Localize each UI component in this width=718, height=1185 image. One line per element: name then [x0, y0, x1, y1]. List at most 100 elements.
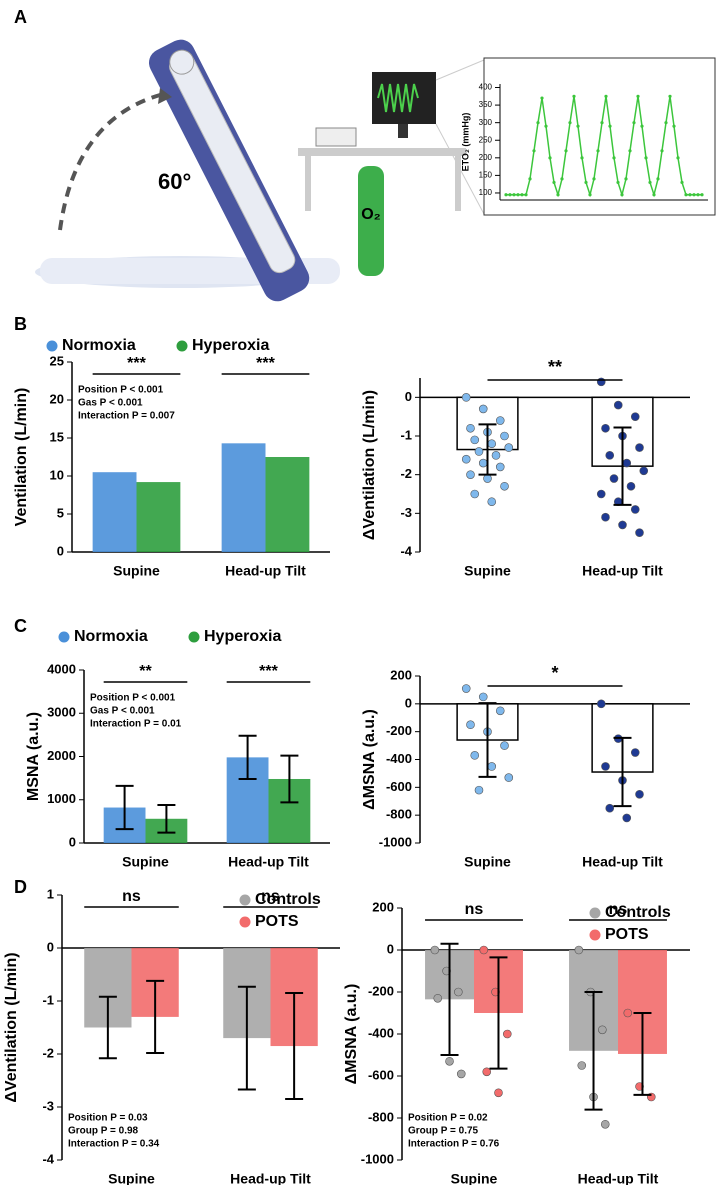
- stats-text: Interaction P = 0.76: [408, 1139, 500, 1150]
- eto2-point: [636, 94, 640, 98]
- x-tick-label: Head-up Tilt: [228, 854, 309, 870]
- y-axis-label: ΔMSNA (a.u.): [343, 984, 360, 1085]
- eto2-point: [504, 193, 508, 197]
- data-point: [630, 412, 640, 421]
- legend-label: Controls: [255, 891, 321, 908]
- legend-label: Normoxia: [74, 628, 148, 645]
- y-tick-label: 10: [50, 467, 64, 482]
- data-point: [491, 451, 501, 460]
- eto2-point: [612, 156, 616, 160]
- y-tick-label: -600: [368, 1067, 394, 1082]
- x-tick-label: Supine: [464, 563, 511, 579]
- data-point: [487, 497, 497, 507]
- y-axis-label: ΔMSNA (a.u.): [361, 709, 378, 810]
- x-tick-label: Supine: [108, 1171, 155, 1185]
- data-point: [461, 454, 471, 464]
- eto2-point: [608, 124, 612, 128]
- y-tick-label: 1: [47, 886, 54, 901]
- eto2-point: [528, 177, 532, 181]
- eto2-point: [648, 180, 652, 185]
- legend-label: POTS: [255, 913, 299, 930]
- data-point: [601, 762, 610, 771]
- y-tick-label: 25: [50, 353, 64, 368]
- significance-label: **: [548, 357, 562, 377]
- angle-label: 60°: [158, 169, 191, 194]
- tilt-table: [148, 39, 310, 302]
- eto2-point: [600, 121, 604, 125]
- y-tick-label: 300: [479, 118, 493, 127]
- y-tick-label: 0: [47, 939, 54, 954]
- significance-label: ns: [609, 901, 628, 918]
- eto2-point: [520, 193, 524, 197]
- eto2-line: [506, 96, 702, 198]
- stats-text: Group P = 0.98: [68, 1126, 139, 1137]
- legend-label: Hyperoxia: [192, 337, 269, 354]
- y-tick-label: -2: [42, 1045, 54, 1060]
- data-point: [470, 751, 480, 760]
- data-point: [635, 443, 644, 452]
- arrow-head: [158, 88, 172, 104]
- x-tick-label: Head-up Tilt: [582, 563, 663, 579]
- bar: [136, 482, 181, 552]
- y-tick-label: -1: [42, 992, 54, 1007]
- y-tick-label: -1: [400, 427, 412, 442]
- eto2-point: [584, 180, 588, 185]
- bar: [92, 472, 137, 552]
- y-tick-label: 0: [69, 834, 76, 849]
- y-tick-label: -200: [386, 723, 412, 738]
- data-point: [466, 470, 475, 479]
- significance-label: **: [139, 663, 152, 680]
- data-point: [598, 1025, 607, 1035]
- stats-text: Interaction P = 0.007: [78, 411, 175, 422]
- bar: [265, 457, 310, 552]
- eto2-point: [596, 149, 600, 153]
- stats-text: Interaction P = 0.01: [90, 719, 182, 730]
- y-tick-label: 150: [479, 171, 493, 180]
- eto2-point: [688, 193, 692, 197]
- y-axis-label: Ventilation (L/min): [13, 388, 30, 527]
- stats-text: Gas P < 0.001: [78, 398, 143, 409]
- data-point: [500, 481, 509, 491]
- data-point: [479, 945, 489, 955]
- y-axis-label: ETO₂ (mmHg): [460, 113, 470, 172]
- x-tick-label: Supine: [451, 1171, 498, 1185]
- eto2-point: [620, 193, 624, 197]
- data-point: [504, 773, 514, 782]
- data-point: [574, 945, 584, 955]
- x-tick-label: Head-up Tilt: [230, 1171, 311, 1185]
- stats-text: Gas P < 0.001: [90, 706, 155, 717]
- y-tick-label: 100: [479, 188, 493, 197]
- data-point: [474, 447, 484, 456]
- data-point: [613, 400, 623, 410]
- eto2-point: [668, 94, 672, 98]
- y-tick-label: -2: [400, 466, 412, 481]
- x-tick-label: Supine: [122, 854, 169, 870]
- data-point: [466, 720, 475, 730]
- data-point: [618, 520, 627, 530]
- stats-text: Interaction P = 0.34: [68, 1139, 160, 1150]
- data-point: [478, 692, 488, 702]
- eto2-point: [604, 94, 608, 98]
- eto2-point: [556, 193, 560, 197]
- data-point: [601, 423, 610, 433]
- x-tick-label: Supine: [464, 854, 511, 870]
- panel-letter: D: [14, 877, 27, 897]
- eto2-point: [628, 149, 632, 153]
- eto2-point: [536, 121, 540, 125]
- stats-text: Group P = 0.75: [408, 1126, 479, 1137]
- data-point: [600, 1120, 610, 1129]
- data-point: [494, 1088, 503, 1098]
- data-point: [483, 474, 492, 483]
- y-tick-label: -3: [400, 505, 412, 520]
- data-point: [495, 462, 505, 472]
- y-tick-label: -3: [42, 1098, 54, 1113]
- y-tick-label: -400: [368, 1025, 394, 1040]
- y-tick-label: 350: [479, 100, 493, 109]
- legend-marker: [58, 631, 70, 643]
- eto2-point: [616, 180, 620, 185]
- eto2-point: [656, 177, 660, 181]
- eto2-point: [524, 193, 528, 197]
- stats-text: Position P = 0.02: [408, 1113, 488, 1124]
- data-point: [577, 1061, 587, 1070]
- eto2-point: [508, 193, 512, 197]
